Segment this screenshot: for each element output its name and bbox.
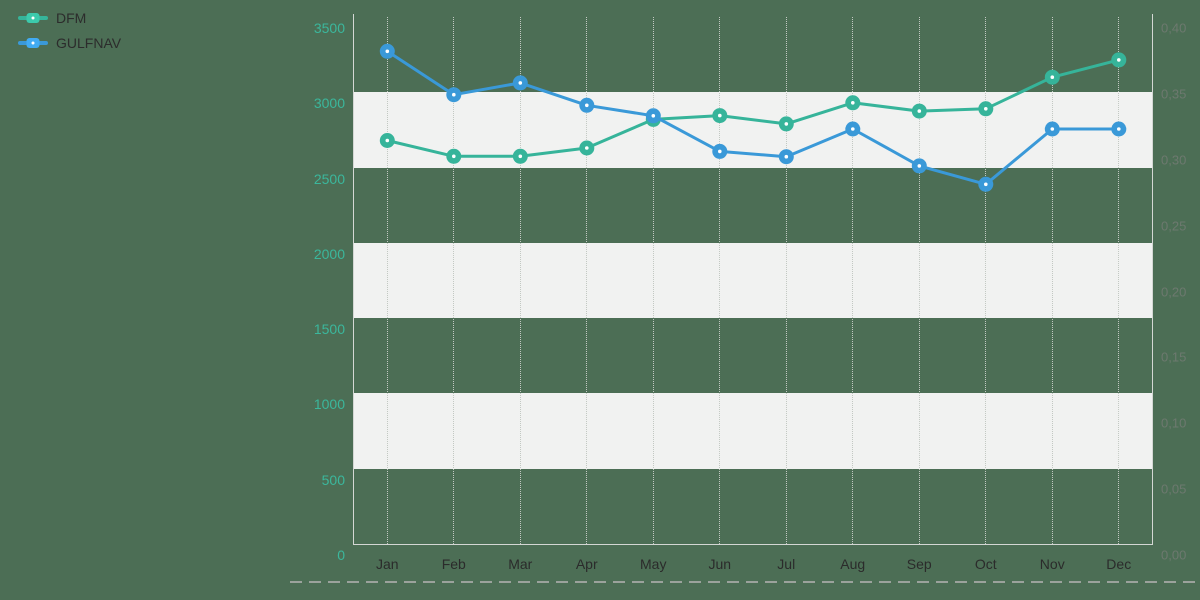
x-axis-month-label: Mar (508, 556, 533, 572)
dashed-separator (290, 581, 1200, 583)
point-center-dot (1117, 58, 1121, 62)
vertical-gridline (386, 17, 388, 544)
point-center-dot (718, 149, 722, 154)
point-center-dot (984, 107, 988, 111)
plot-band (354, 242, 1152, 319)
vertical-gridline (519, 17, 521, 544)
dfm-line-marker-icon (18, 11, 48, 25)
point-center-dot (518, 154, 523, 159)
vertical-gridline (586, 17, 588, 544)
point-center-dot (984, 182, 988, 187)
left-axis-tick-label: 2500 (313, 170, 345, 187)
x-axis-month-label: Apr (575, 556, 598, 572)
point-center-dot (917, 109, 922, 113)
vertical-gridline (852, 17, 854, 544)
point-center-dot (1050, 75, 1055, 79)
vertical-gridline (719, 17, 721, 544)
point-center-dot (784, 122, 789, 126)
point-center-dot (784, 154, 789, 159)
left-axis-tick-label: 500 (321, 471, 345, 488)
x-axis-line (353, 544, 1153, 545)
point-center-dot (851, 127, 855, 131)
point-center-dot (585, 103, 589, 108)
x-axis-month-label: Jan (375, 556, 399, 572)
point-center-dot (718, 113, 722, 118)
gulfnav-line (385, 49, 1121, 186)
legend-item-label: GULFNAV (56, 34, 122, 51)
right-axis-tick-label: 0,35 (1161, 86, 1187, 102)
point-center-dot (917, 164, 922, 168)
left-axis-line (353, 14, 354, 544)
right-axis-tick-label: 0,05 (1161, 481, 1187, 497)
legend-item-gulfnav[interactable]: GULFNAV (18, 30, 121, 55)
left-axis-tick-label: 0 (337, 547, 345, 563)
vertical-gridline (785, 17, 787, 544)
point-center-dot (452, 154, 456, 159)
left-axis-tick-label: 2000 (313, 245, 345, 262)
vertical-gridline (1118, 17, 1120, 544)
x-axis-month-label: May (640, 556, 667, 572)
plot-band (354, 393, 1152, 469)
point-center-dot (1117, 127, 1121, 131)
left-axis-tick-label: 3000 (313, 95, 345, 112)
left-axis-tick-label: 1000 (313, 396, 345, 413)
left-axis-tick-label: 1500 (313, 321, 345, 338)
right-axis-tick-label: 0,30 (1161, 152, 1187, 168)
point-center-dot (518, 81, 523, 85)
vertical-gridline (652, 17, 654, 544)
x-axis-month-label: Jun (708, 556, 732, 572)
x-axis-month-label: Jul (777, 556, 796, 572)
vertical-gridline (1051, 17, 1053, 544)
point-center-dot (452, 92, 456, 97)
x-axis-month-label: Nov (1039, 556, 1065, 572)
chart-legend: DFM GULFNAV (18, 5, 121, 55)
vertical-gridline (985, 17, 987, 544)
point-center-dot (385, 49, 390, 54)
right-axis-tick-label: 0,25 (1161, 218, 1187, 234)
vertical-gridline (918, 17, 920, 544)
point-center-dot (1050, 127, 1055, 131)
right-axis-tick-label: 0,40 (1161, 20, 1187, 36)
right-axis-line (1152, 14, 1153, 544)
point-center-dot (585, 146, 589, 150)
right-axis-tick-label: 0,15 (1161, 349, 1187, 365)
right-axis-tick-label: 0,10 (1161, 415, 1187, 431)
x-axis-month-label: Aug (840, 556, 866, 572)
gulfnav-line-marker-icon (18, 36, 48, 50)
vertical-gridline (453, 17, 455, 544)
x-axis-month-label: Sep (906, 556, 932, 572)
dfm-line (385, 58, 1121, 158)
x-axis-month-label: Dec (1106, 556, 1132, 572)
point-center-dot (851, 101, 855, 105)
left-axis-tick-label: 3500 (313, 20, 345, 36)
point-center-dot (651, 114, 656, 118)
legend-item-dfm[interactable]: DFM (18, 5, 121, 30)
legend-item-label: DFM (56, 9, 87, 26)
point-center-dot (385, 138, 390, 143)
right-axis-tick-label: 0,00 (1161, 547, 1187, 563)
x-axis-month-label: Oct (974, 556, 997, 572)
right-axis-tick-label: 0,20 (1161, 284, 1187, 299)
x-axis-month-label: Feb (441, 556, 466, 572)
